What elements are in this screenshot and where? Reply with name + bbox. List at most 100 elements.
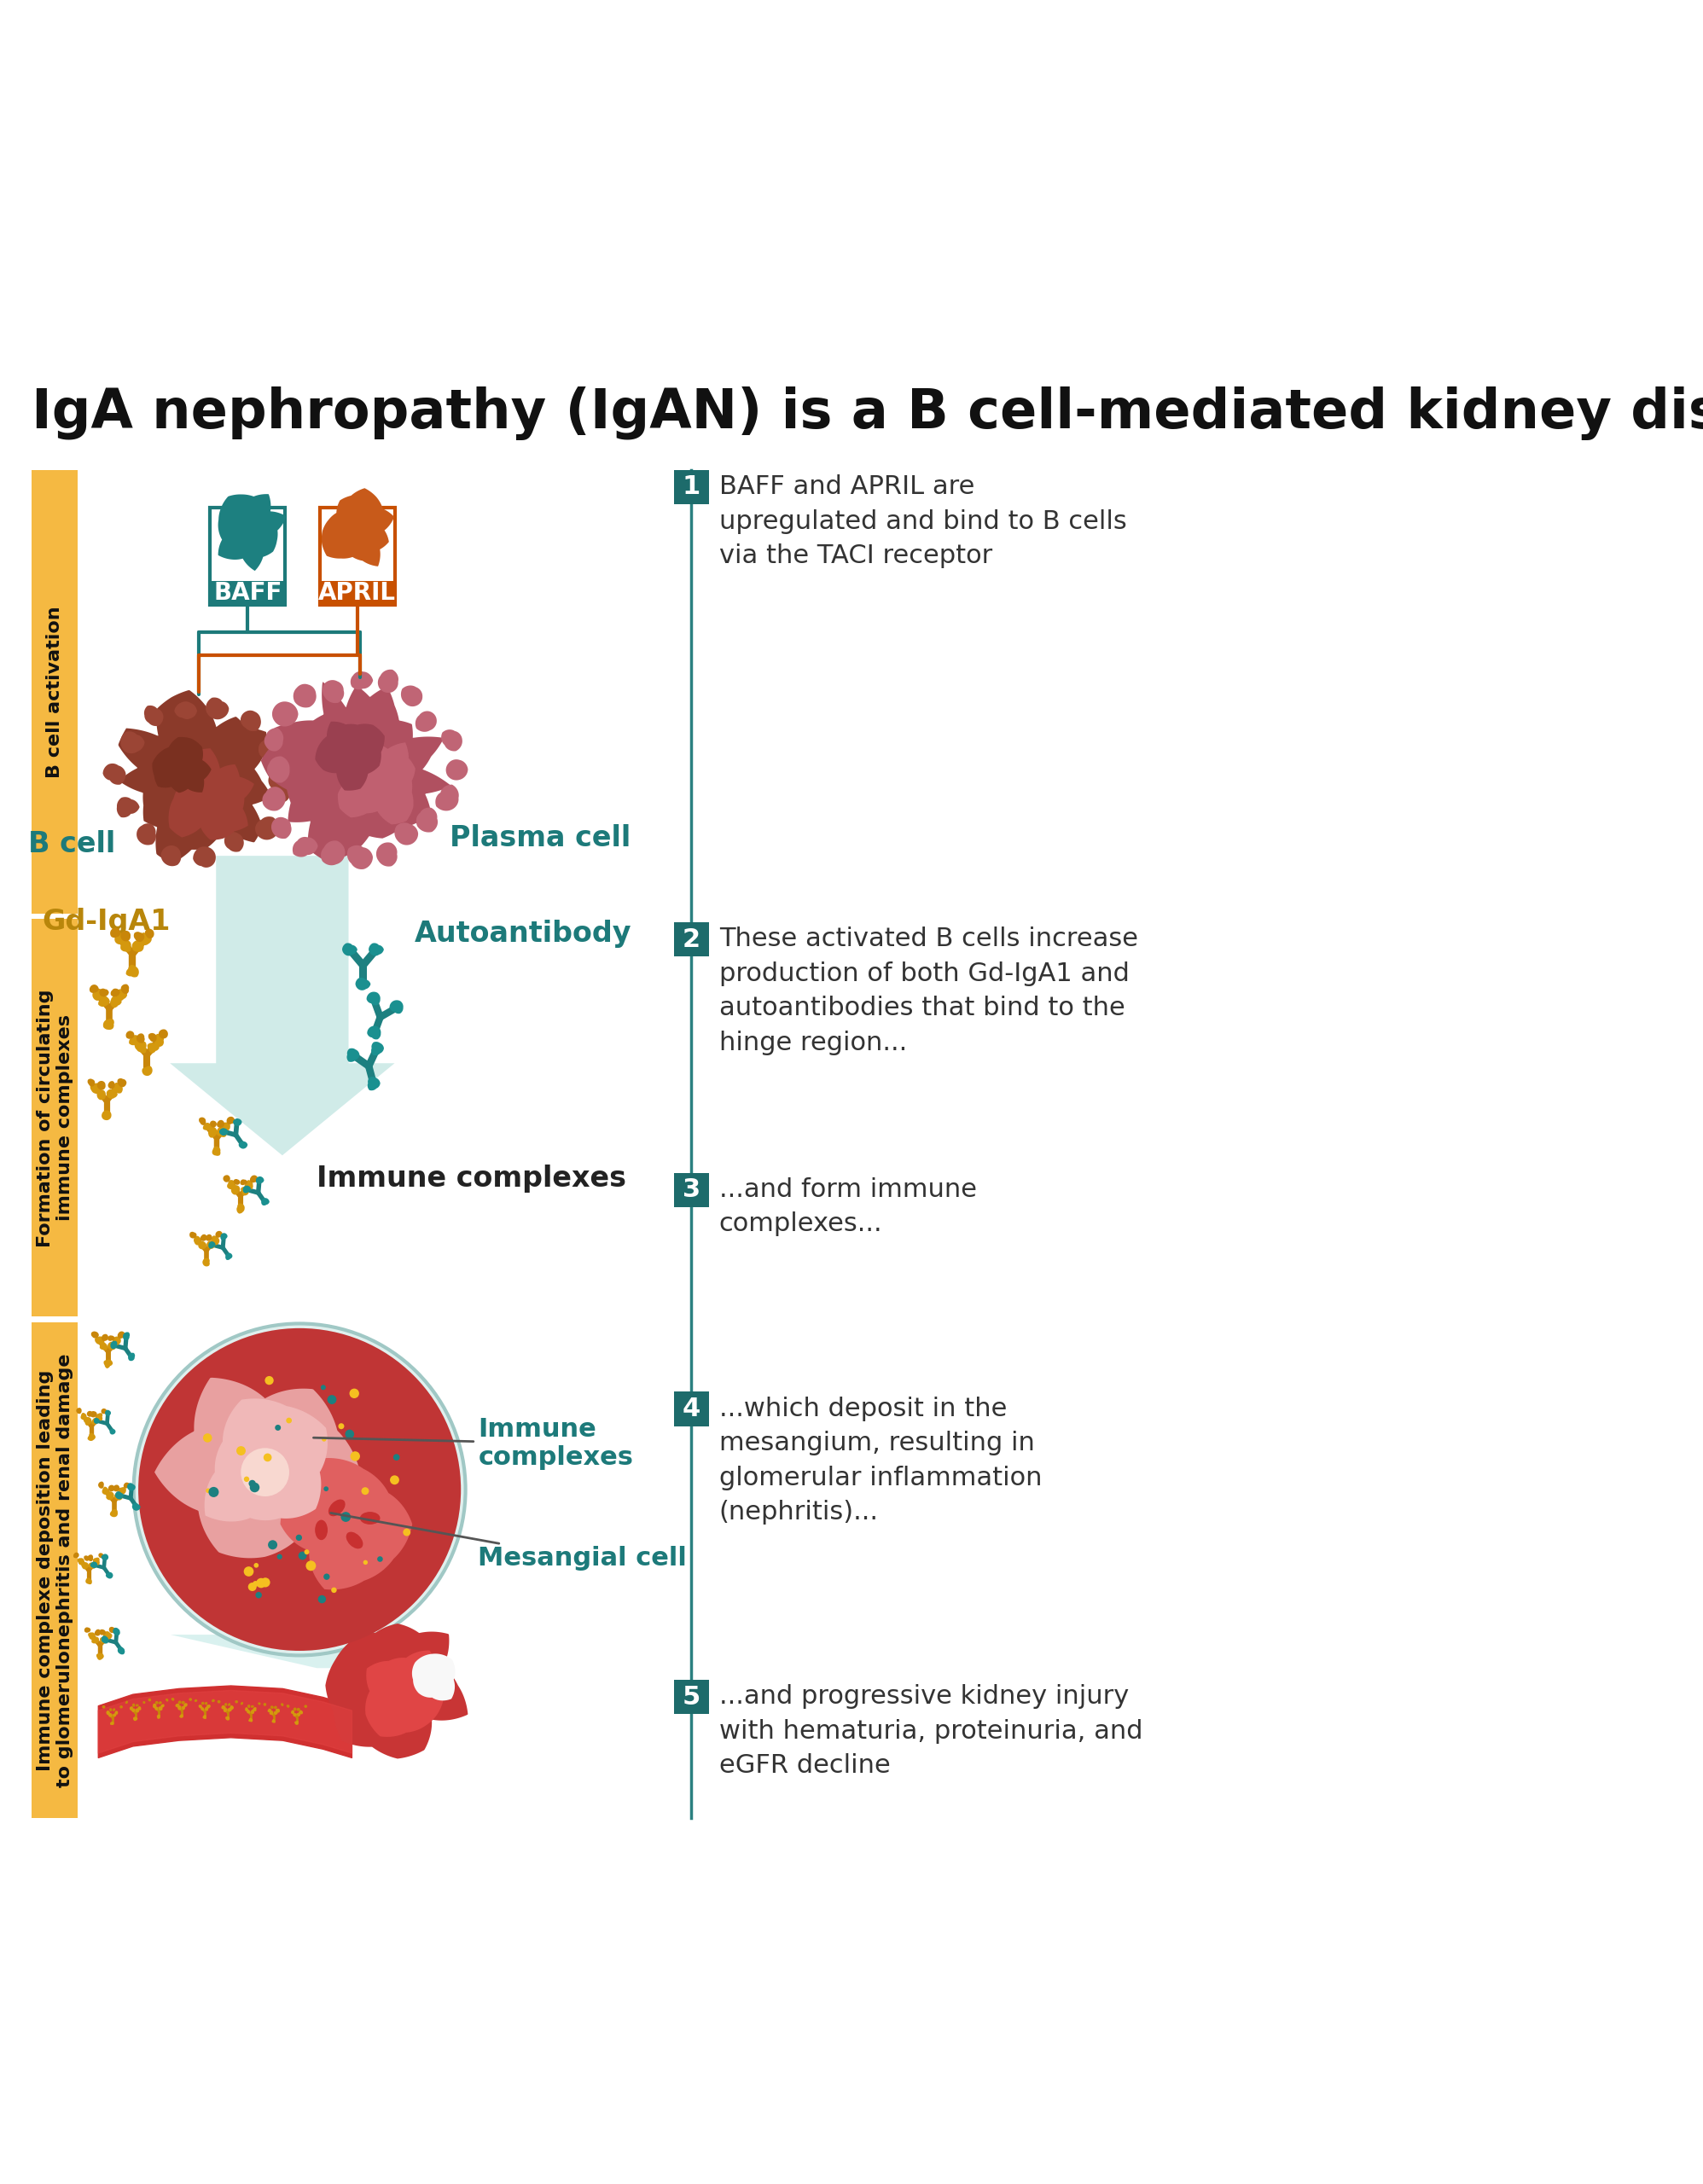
Polygon shape xyxy=(135,1708,140,1712)
Polygon shape xyxy=(351,670,373,690)
Polygon shape xyxy=(140,933,152,946)
Polygon shape xyxy=(85,1577,92,1583)
Circle shape xyxy=(255,1579,266,1588)
Polygon shape xyxy=(121,732,145,753)
Polygon shape xyxy=(136,1033,145,1044)
Circle shape xyxy=(361,1487,370,1494)
Polygon shape xyxy=(124,1483,129,1487)
Polygon shape xyxy=(145,705,163,725)
Polygon shape xyxy=(112,1337,121,1345)
Polygon shape xyxy=(109,1712,112,1717)
Polygon shape xyxy=(177,1706,182,1710)
Bar xyxy=(320,581,395,605)
Polygon shape xyxy=(272,701,298,727)
Polygon shape xyxy=(274,1710,278,1714)
Bar xyxy=(674,1679,708,1714)
Polygon shape xyxy=(99,1553,104,1557)
Polygon shape xyxy=(92,989,104,1000)
Circle shape xyxy=(349,1389,359,1398)
Polygon shape xyxy=(170,856,395,1155)
Bar xyxy=(674,922,708,957)
Polygon shape xyxy=(111,996,121,1007)
Polygon shape xyxy=(184,1704,187,1708)
Polygon shape xyxy=(225,1717,230,1721)
Text: Plasma cell: Plasma cell xyxy=(450,823,630,852)
Text: ...which deposit in the
mesangium, resulting in
glomerular inflammation
(nephrit: ...which deposit in the mesangium, resul… xyxy=(719,1396,1042,1524)
Circle shape xyxy=(203,1433,213,1441)
Polygon shape xyxy=(133,1704,135,1708)
Polygon shape xyxy=(441,729,462,751)
Polygon shape xyxy=(100,1636,109,1645)
Polygon shape xyxy=(237,1203,245,1214)
Circle shape xyxy=(278,1555,283,1559)
Circle shape xyxy=(286,1417,291,1424)
Polygon shape xyxy=(261,681,451,858)
Polygon shape xyxy=(153,1704,157,1708)
Bar xyxy=(32,919,78,1317)
Ellipse shape xyxy=(315,1520,327,1540)
Polygon shape xyxy=(252,1708,257,1712)
Polygon shape xyxy=(264,1704,266,1706)
Polygon shape xyxy=(325,1623,468,1758)
Text: Immune
complexes: Immune complexes xyxy=(313,1417,634,1470)
Polygon shape xyxy=(157,1714,160,1719)
Polygon shape xyxy=(213,1147,220,1155)
Polygon shape xyxy=(259,738,279,758)
Polygon shape xyxy=(104,1018,114,1031)
Polygon shape xyxy=(87,1079,95,1085)
Polygon shape xyxy=(155,1378,359,1557)
Bar xyxy=(209,507,284,605)
Polygon shape xyxy=(223,1708,228,1712)
Polygon shape xyxy=(100,1555,109,1559)
Polygon shape xyxy=(295,1721,298,1725)
Polygon shape xyxy=(194,1236,201,1245)
Circle shape xyxy=(138,1328,462,1651)
Polygon shape xyxy=(136,823,157,845)
Bar xyxy=(32,1324,78,1817)
Polygon shape xyxy=(228,1708,232,1712)
Bar xyxy=(674,1391,708,1426)
Polygon shape xyxy=(334,743,416,826)
Polygon shape xyxy=(106,1411,111,1415)
Polygon shape xyxy=(155,1701,158,1704)
Polygon shape xyxy=(204,1701,208,1706)
Polygon shape xyxy=(298,1710,303,1714)
Polygon shape xyxy=(95,1413,102,1420)
Polygon shape xyxy=(109,1428,116,1435)
Polygon shape xyxy=(158,1029,169,1040)
Polygon shape xyxy=(112,1708,116,1712)
Circle shape xyxy=(238,1448,245,1452)
Polygon shape xyxy=(104,1358,112,1369)
Polygon shape xyxy=(158,1706,162,1710)
Polygon shape xyxy=(116,989,128,1000)
Text: 5: 5 xyxy=(683,1684,700,1710)
Polygon shape xyxy=(249,1719,252,1721)
Polygon shape xyxy=(131,1708,135,1712)
Polygon shape xyxy=(104,1631,112,1640)
Bar xyxy=(32,470,78,913)
Polygon shape xyxy=(203,1258,209,1267)
Polygon shape xyxy=(225,1254,232,1260)
Text: Immune complexe deposition leading
to glomerulonephritis and renal damage: Immune complexe deposition leading to gl… xyxy=(36,1354,73,1787)
Polygon shape xyxy=(269,1710,274,1714)
Polygon shape xyxy=(80,1413,87,1420)
Polygon shape xyxy=(118,1079,126,1088)
Polygon shape xyxy=(240,1701,244,1706)
Circle shape xyxy=(133,1324,465,1655)
Ellipse shape xyxy=(329,1500,346,1516)
Polygon shape xyxy=(97,1081,106,1090)
Polygon shape xyxy=(203,1123,211,1131)
Polygon shape xyxy=(126,1031,135,1040)
Polygon shape xyxy=(271,784,290,806)
Polygon shape xyxy=(92,1417,99,1424)
Polygon shape xyxy=(293,684,317,708)
Polygon shape xyxy=(169,749,254,841)
Polygon shape xyxy=(233,1179,240,1186)
Polygon shape xyxy=(347,1048,359,1061)
Polygon shape xyxy=(107,1341,116,1350)
Polygon shape xyxy=(92,1636,99,1645)
Circle shape xyxy=(322,1437,327,1441)
Polygon shape xyxy=(228,1704,230,1706)
Polygon shape xyxy=(250,1175,259,1184)
Circle shape xyxy=(351,1452,359,1461)
